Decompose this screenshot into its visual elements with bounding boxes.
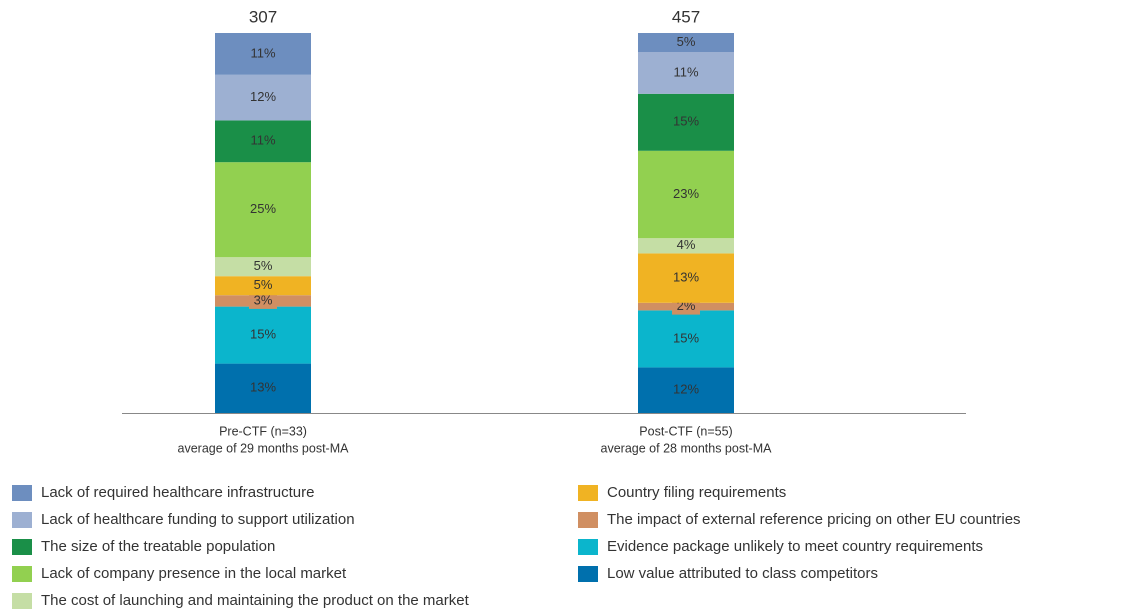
data-label: 4% — [677, 237, 696, 252]
data-label: 3% — [254, 292, 273, 307]
bar-segment — [215, 306, 311, 364]
total-label: 457 — [672, 7, 700, 26]
bar-segment — [215, 276, 311, 296]
label-background — [249, 292, 277, 309]
x-tick-label: Post-CTF (n=55) — [639, 424, 732, 438]
legend-swatch — [578, 566, 598, 582]
data-label: 13% — [250, 380, 276, 395]
legend-swatch — [12, 485, 32, 501]
legend-label: Lack of healthcare funding to support ut… — [41, 511, 355, 528]
bar-segment — [215, 74, 311, 121]
legend-swatch — [12, 566, 32, 582]
legend-label: The cost of launching and maintaining th… — [41, 592, 470, 609]
data-label: 23% — [673, 186, 699, 201]
bar-segment — [215, 363, 311, 413]
bar-segment — [638, 253, 734, 303]
bar-segment — [638, 52, 734, 94]
legend-label: Country filing requirements — [607, 484, 786, 501]
legend-swatch — [578, 539, 598, 555]
legend-swatch — [578, 512, 598, 528]
data-label: 5% — [254, 258, 273, 273]
bar-segment — [215, 162, 311, 258]
bar-segment — [215, 33, 311, 75]
x-tick-label: average of 29 months post-MA — [178, 441, 350, 455]
data-label: 15% — [250, 327, 276, 342]
legend-swatch — [12, 512, 32, 528]
data-label: 13% — [673, 270, 699, 285]
data-label: 15% — [673, 114, 699, 129]
legend-swatch — [12, 593, 32, 609]
bar-segment — [215, 257, 311, 277]
bar-segment — [638, 150, 734, 239]
legend-label: Low value attributed to class competitor… — [607, 565, 878, 582]
data-label: 11% — [250, 45, 275, 60]
data-label: 15% — [673, 330, 699, 345]
bar-segment — [638, 93, 734, 151]
data-label: 12% — [250, 89, 276, 104]
legend-label: The impact of external reference pricing… — [607, 511, 1021, 528]
bar-segment — [638, 33, 734, 52]
x-tick-label: average of 28 months post-MA — [601, 441, 773, 455]
legend-swatch — [12, 539, 32, 555]
legend-label: Lack of company presence in the local ma… — [41, 565, 347, 582]
bar-segment — [638, 367, 734, 413]
bar-segment — [215, 120, 311, 163]
data-label: 25% — [250, 201, 276, 216]
data-label: 11% — [250, 133, 275, 148]
bar-segment — [638, 310, 734, 368]
data-label: 12% — [673, 382, 699, 397]
total-label: 307 — [249, 7, 277, 26]
data-label: 11% — [673, 64, 698, 79]
legend-label: Evidence package unlikely to meet countr… — [607, 538, 983, 555]
data-label: 5% — [254, 277, 273, 292]
data-label: 5% — [677, 34, 696, 49]
bar-segment — [638, 238, 734, 254]
x-tick-label: Pre-CTF (n=33) — [219, 424, 307, 438]
legend-label: The size of the treatable population — [41, 538, 275, 555]
legend-swatch — [578, 485, 598, 501]
legend-label: Lack of required healthcare infrastructu… — [41, 484, 314, 501]
